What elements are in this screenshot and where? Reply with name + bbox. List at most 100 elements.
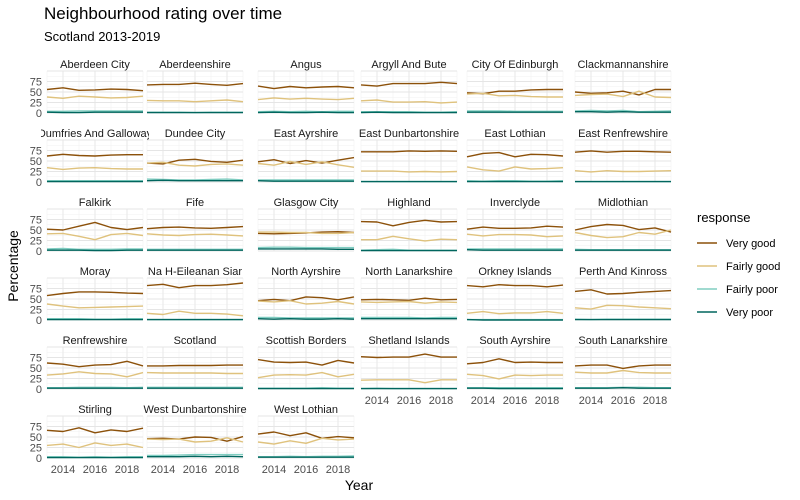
- series-line-fairly-poor-dundee-city: [146, 178, 244, 181]
- y-tick-label: 75: [30, 215, 42, 227]
- x-tick-label: 2018: [429, 395, 453, 407]
- series-line-fairly-good-perth-and-kinross: [574, 304, 672, 310]
- panel-strip-north-ayrshire: North Ayrshire: [271, 266, 341, 278]
- panel-strip-inverclyde: Inverclyde: [490, 197, 540, 209]
- series-line-fairly-good-highland: [361, 235, 458, 242]
- legend-label-fairly-poor: Fairly poor: [726, 284, 778, 296]
- series-line-fairly-good-glasgow-city: [258, 231, 355, 235]
- series-line-very-good-north-lanarkshire: [360, 297, 458, 301]
- series-line-very-good-west-lothian: [257, 431, 355, 439]
- x-tick-label: 2016: [294, 464, 318, 476]
- series-line-fairly-good-south-ayrshire: [466, 373, 563, 380]
- series-line-very-good-renfrewshire: [46, 360, 144, 368]
- x-tick-label: 2016: [503, 395, 527, 407]
- series-line-fairly-good-east-renfrewshire: [574, 169, 672, 173]
- series-line-very-good-east-lothian: [466, 151, 564, 158]
- legend-label-very-poor: Very poor: [726, 307, 773, 319]
- y-tick-label: 25: [30, 236, 42, 248]
- y-tick-label: 25: [30, 305, 42, 317]
- series-line-very-good-midlothian: [574, 223, 672, 233]
- y-tick-label: 50: [30, 156, 42, 168]
- y-tick-label: 50: [30, 294, 42, 306]
- y-tick-label: 50: [30, 363, 42, 375]
- x-axis-title: Year: [345, 477, 374, 493]
- y-tick-label: 25: [30, 374, 42, 386]
- series-line-fairly-good-south-lanarkshire: [574, 369, 671, 374]
- y-tick-label: 0: [36, 315, 42, 327]
- series-line-very-good-east-ayrshire: [257, 156, 355, 165]
- x-tick-label: 2014: [365, 395, 389, 407]
- series-line-very-poor-south-lanarkshire: [575, 387, 671, 389]
- panel-strip-south-ayrshire: South Ayrshire: [479, 335, 550, 347]
- series-line-fairly-poor-stirling: [47, 456, 143, 458]
- y-tick-label: 0: [36, 246, 42, 258]
- y-tick-label: 25: [30, 98, 42, 110]
- y-tick-label: 0: [36, 108, 42, 120]
- panel-strip-moray: Moray: [80, 266, 111, 278]
- x-tick-label: 2018: [326, 464, 350, 476]
- series-line-fairly-good-stirling: [46, 442, 144, 449]
- panel-strip-falkirk: Falkirk: [79, 197, 112, 209]
- series-line-very-good-clackmannanshire: [574, 88, 671, 96]
- series-line-fairly-good-angus: [257, 97, 355, 101]
- series-line-very-good-dundee-city: [146, 158, 244, 165]
- panel-strip-fife: Fife: [186, 197, 204, 209]
- series-line-very-good-dumfries-and-galloway: [46, 153, 143, 157]
- series-line-very-poor-north-ayrshire: [257, 318, 355, 320]
- x-tick-label: 2016: [397, 395, 421, 407]
- series-line-fairly-good-aberdeen-city: [46, 95, 144, 100]
- y-tick-label: 0: [36, 453, 42, 465]
- y-tick-label: 50: [30, 87, 42, 99]
- x-tick-label: 2014: [151, 464, 175, 476]
- y-tick-label: 75: [30, 284, 42, 296]
- y-axis-title: Percentage: [5, 230, 21, 302]
- legend-label-fairly-good: Fairly good: [726, 261, 780, 273]
- panel-strip-dundee-city: Dundee City: [165, 128, 226, 140]
- panel-strip-shetland-islands: Shetland Islands: [368, 335, 450, 347]
- legend-title: response: [697, 210, 750, 225]
- series-line-fairly-good-renfrewshire: [46, 371, 144, 378]
- series-line-fairly-poor-west-dunbartonshire: [147, 453, 243, 457]
- chart-subtitle: Scotland 2013-2019: [44, 29, 161, 44]
- y-tick-label: 0: [36, 384, 42, 396]
- x-tick-label: 2018: [115, 464, 139, 476]
- panel-strip-glasgow-city: Glasgow City: [274, 197, 339, 209]
- series-line-very-good-south-lanarkshire: [574, 364, 671, 370]
- series-line-very-good-falkirk: [46, 221, 144, 231]
- y-tick-label: 75: [30, 353, 42, 365]
- panel-strip-argyll-and-bute: Argyll And Bute: [371, 59, 446, 71]
- y-tick-label: 25: [30, 443, 42, 455]
- series-line-fairly-good-west-dunbartonshire: [146, 437, 244, 443]
- panel-strip-aberdeenshire: Aberdeenshire: [159, 59, 231, 71]
- series-line-fairly-good-scottish-borders: [257, 371, 355, 379]
- series-line-very-poor-clackmannanshire: [575, 110, 671, 113]
- x-tick-label: 2014: [51, 464, 75, 476]
- series-line-fairly-good-moray: [46, 303, 144, 309]
- x-tick-label: 2016: [611, 395, 635, 407]
- series-line-very-good-stirling: [46, 427, 144, 434]
- x-tick-label: 2014: [262, 464, 286, 476]
- panel-strip-angus: Angus: [290, 59, 322, 71]
- series-line-very-good-scotland: [147, 364, 243, 367]
- series-line-very-good-argyll-and-bute: [360, 81, 458, 87]
- panel-strip-midlothian: Midlothian: [598, 197, 648, 209]
- series-line-fairly-good-east-lothian: [466, 166, 564, 172]
- series-line-fairly-good-west-lothian: [257, 437, 355, 445]
- series-line-very-good-highland: [360, 219, 458, 227]
- x-tick-label: 2018: [215, 464, 239, 476]
- series-line-fairly-good-city-of-edinburgh: [466, 92, 563, 98]
- panel-strip-na-h-eileanan-siar: Na H-Eileanan Siar: [148, 266, 242, 278]
- panel-strip-scotland: Scotland: [174, 335, 217, 347]
- panel-strip-perth-and-kinross: Perth And Kinross: [579, 266, 668, 278]
- x-tick-label: 2016: [183, 464, 207, 476]
- y-tick-label: 75: [30, 77, 42, 89]
- y-tick-label: 50: [30, 432, 42, 444]
- series-line-fairly-good-aberdeenshire: [146, 99, 244, 103]
- chart-title: Neighbourhood rating over time: [44, 4, 283, 23]
- series-line-very-poor-east-ayrshire: [257, 180, 354, 182]
- series-line-fairly-good-east-ayrshire: [257, 160, 355, 168]
- series-line-very-good-scottish-borders: [257, 358, 355, 366]
- series-line-very-good-na-h-eileanan-siar: [146, 282, 244, 289]
- series-line-very-good-aberdeenshire: [146, 82, 244, 87]
